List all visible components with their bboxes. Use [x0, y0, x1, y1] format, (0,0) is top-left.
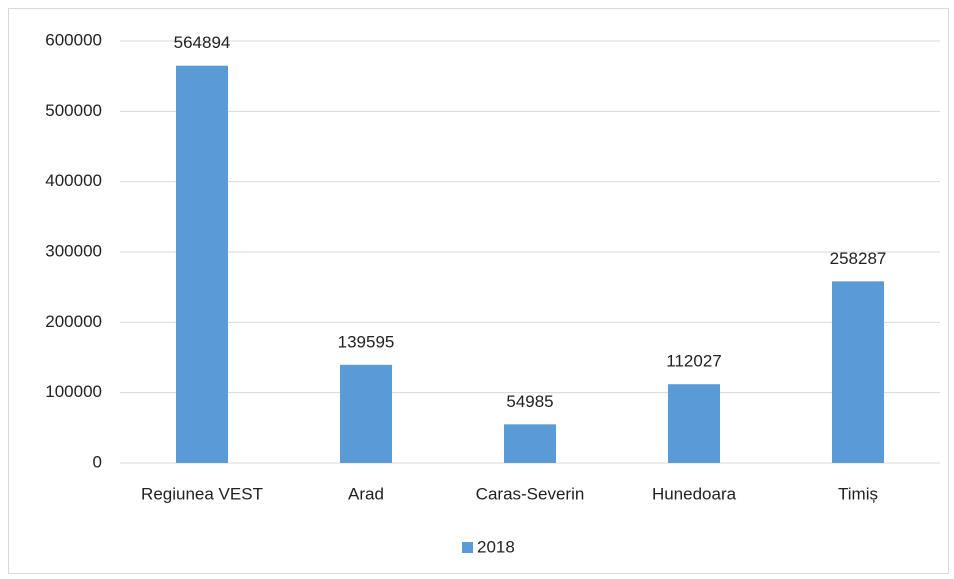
data-label: 564894 — [174, 33, 231, 52]
data-label: 54985 — [506, 392, 553, 411]
y-tick-label: 400000 — [45, 171, 102, 190]
bar — [176, 65, 228, 463]
y-tick-label: 100000 — [45, 382, 102, 401]
bar — [340, 364, 392, 463]
y-tick-label: 0 — [93, 452, 102, 471]
y-tick-label: 300000 — [45, 241, 102, 260]
data-label: 258287 — [830, 249, 887, 268]
x-tick-label: Regiunea VEST — [141, 484, 263, 503]
legend-label: 2018 — [477, 537, 515, 556]
y-tick-label: 600000 — [45, 30, 102, 49]
bar — [668, 384, 720, 463]
y-tick-label: 500000 — [45, 101, 102, 120]
chart-border — [8, 8, 949, 574]
x-tick-label: Timiș — [838, 484, 878, 503]
bar — [832, 281, 884, 463]
y-tick-label: 200000 — [45, 312, 102, 331]
x-tick-label: Caras-Severin — [476, 484, 585, 503]
data-label: 112027 — [666, 352, 721, 371]
bar — [504, 424, 556, 463]
data-label: 139595 — [338, 332, 395, 351]
x-tick-label: Hunedoara — [652, 484, 737, 503]
legend-swatch — [462, 542, 473, 553]
x-tick-label: Arad — [348, 484, 384, 503]
